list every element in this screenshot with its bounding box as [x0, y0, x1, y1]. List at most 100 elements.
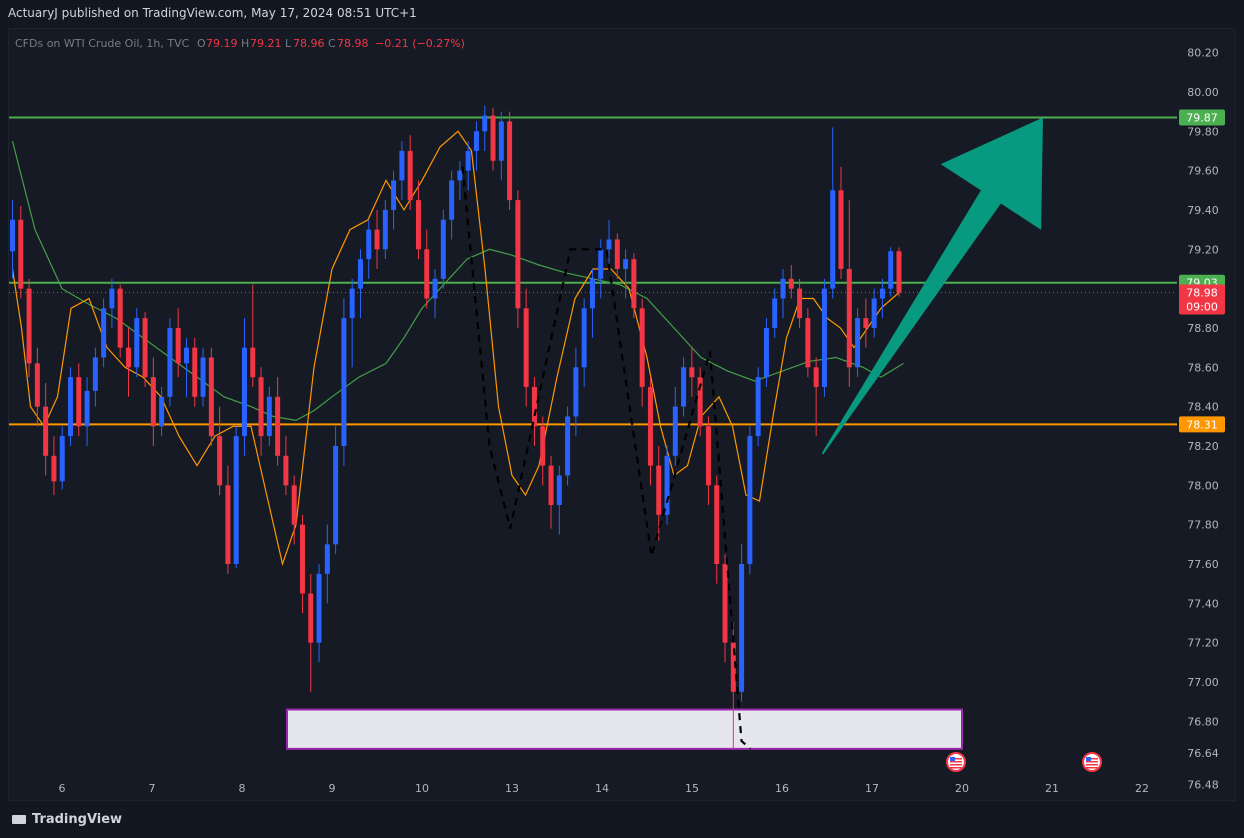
- us-flag-event-icon[interactable]: [946, 752, 966, 772]
- candle-body: [689, 367, 695, 378]
- price-label-box: [1179, 416, 1225, 433]
- candle-body: [18, 219, 24, 289]
- price-tick-label: 77.00: [1187, 676, 1219, 689]
- time-tick-label: 16: [775, 782, 789, 795]
- time-axis[interactable]: 6 7 8 9 10 13 14 15 16 17 20 21 22: [59, 782, 1150, 795]
- candle-body: [109, 288, 115, 309]
- time-tick-label: 14: [595, 782, 609, 795]
- candle-body: [755, 377, 761, 437]
- candle-body: [498, 121, 504, 161]
- price-tick-label: 78.80: [1187, 322, 1219, 335]
- candle-body: [43, 406, 49, 456]
- candle-body: [879, 288, 885, 299]
- plot-area[interactable]: [9, 105, 1177, 750]
- candle-body: [647, 386, 653, 466]
- time-tick-label: 8: [239, 782, 246, 795]
- candle-body: [84, 390, 90, 427]
- price-tick-label: 77.20: [1187, 637, 1219, 650]
- chart-panel[interactable]: CFDs on WTI Crude Oil, 1h, TVC O 79.19 H…: [8, 28, 1236, 801]
- candle-body: [208, 357, 214, 437]
- candle-body: [250, 347, 256, 378]
- candle-body: [167, 327, 173, 397]
- candle-body: [473, 131, 479, 151]
- candle-body: [241, 347, 247, 437]
- candle-body: [349, 288, 355, 319]
- candle-body: [10, 219, 15, 252]
- time-tick-label: 13: [505, 782, 519, 795]
- publish-info: ActuaryJ published on TradingView.com, M…: [8, 6, 417, 20]
- candle-body: [233, 436, 239, 564]
- candle-body: [797, 288, 803, 319]
- candle-body: [101, 308, 107, 358]
- price-label-countdown: 09:00: [1186, 301, 1218, 314]
- candle-body: [316, 573, 322, 643]
- us-flag-event-icon[interactable]: [1082, 752, 1102, 772]
- price-label-box: [1179, 109, 1225, 126]
- candle-body: [26, 288, 32, 364]
- price-axis[interactable]: 80.20 80.00 79.80 79.60 79.40 79.20 78.80 78.60…: [1187, 47, 1219, 792]
- candle-body: [457, 170, 463, 181]
- candle-body: [440, 219, 446, 279]
- time-tick-label: 9: [329, 782, 336, 795]
- candle-body: [631, 259, 637, 309]
- candle-body: [805, 318, 811, 368]
- time-tick-label: 6: [59, 782, 66, 795]
- pattern-dashed-path[interactable]: [461, 166, 752, 750]
- legend-change: −0.21 (−0.27%): [375, 37, 465, 50]
- price-tick-label: 78.20: [1187, 440, 1219, 453]
- legend-high-value: 79.21: [250, 37, 282, 50]
- candle-body: [399, 150, 405, 181]
- candle-body: [382, 209, 388, 250]
- candle-body: [291, 485, 297, 525]
- candle-body: [465, 150, 471, 171]
- candle-body: [656, 465, 662, 515]
- legend-low-label: L: [285, 37, 292, 50]
- candle-body: [225, 485, 231, 564]
- candle-body: [846, 268, 852, 368]
- price-label-text: 78.31: [1186, 418, 1218, 431]
- candle-body: [183, 347, 189, 364]
- candle-body: [34, 363, 40, 407]
- bullish-arrow[interactable]: [821, 117, 1043, 455]
- candle-body: [813, 367, 819, 387]
- candle-body: [821, 288, 827, 387]
- chart-canvas[interactable]: CFDs on WTI Crude Oil, 1h, TVC O 79.19 H…: [9, 29, 1235, 800]
- candle-body: [763, 327, 769, 378]
- candle-body: [589, 278, 595, 309]
- candle-body: [449, 180, 455, 220]
- price-tick-label: 77.60: [1187, 558, 1219, 571]
- legend-high-label: H: [241, 37, 249, 50]
- demand-zone-box[interactable]: [286, 708, 963, 750]
- legend-open-value: 79.19: [206, 37, 238, 50]
- candle-body: [125, 347, 131, 368]
- candle-body: [175, 327, 181, 364]
- candles[interactable]: [10, 105, 902, 749]
- legend-symbol: CFDs on WTI Crude Oil, 1h, TVC: [15, 37, 190, 50]
- candle-body: [896, 251, 902, 293]
- candle-body: [747, 436, 753, 564]
- price-tick-label: 77.40: [1187, 597, 1219, 610]
- candle-body: [739, 563, 745, 692]
- candle-body: [134, 318, 140, 368]
- price-tick-label: 79.80: [1187, 125, 1219, 138]
- candle-body: [258, 377, 264, 437]
- candle-body: [159, 396, 165, 427]
- candle-body: [283, 455, 289, 486]
- candle-body: [705, 426, 711, 486]
- price-tick-label: 79.60: [1187, 165, 1219, 178]
- price-tick-label: 79.40: [1187, 204, 1219, 217]
- candle-body: [200, 357, 206, 397]
- candle-body: [780, 278, 786, 299]
- price-tick-label: 78.60: [1187, 361, 1219, 374]
- candle-body: [407, 150, 413, 201]
- tradingview-logo[interactable]: TradingView: [12, 812, 122, 827]
- tradingview-brand: TradingView: [32, 812, 123, 827]
- ohlc-legend: CFDs on WTI Crude Oil, 1h, TVC O 79.19 H…: [15, 37, 465, 50]
- price-tick-label: 79.20: [1187, 243, 1219, 256]
- candle-body: [871, 298, 877, 328]
- time-tick-label: 10: [415, 782, 429, 795]
- time-tick-label: 20: [955, 782, 969, 795]
- candle-body: [424, 249, 430, 299]
- time-tick-label: 21: [1045, 782, 1059, 795]
- candle-body: [308, 593, 314, 643]
